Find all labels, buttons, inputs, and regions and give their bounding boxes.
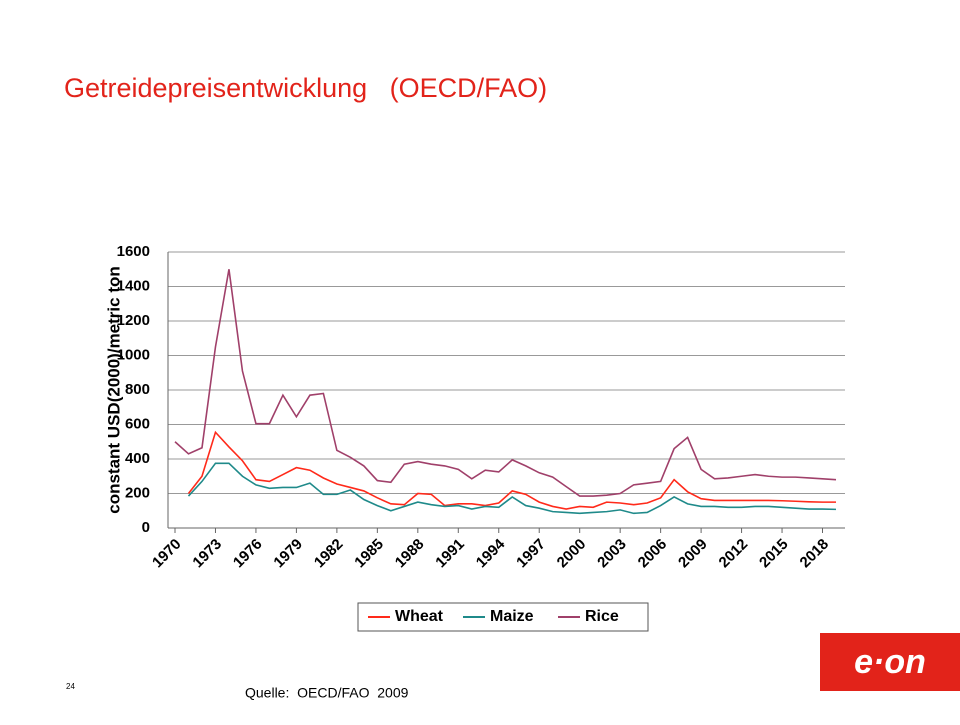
series-line: [187, 430, 836, 510]
x-tick-label: 2000: [554, 536, 590, 572]
x-tick-label: 1979: [270, 536, 306, 572]
source: Quelle: OECD/FAO 2009: [245, 685, 409, 701]
slide-title: Getreidepreisentwicklung (OECD/FAO): [64, 73, 547, 103]
page-number: 24: [66, 682, 75, 691]
y-tick-label: 600: [125, 415, 150, 432]
series-line: [174, 269, 837, 497]
x-tick-label: 1976: [230, 536, 266, 572]
y-tick-label: 1000: [117, 346, 150, 363]
x-tick-label: 1970: [149, 536, 185, 572]
x-tick-label: 2006: [635, 536, 671, 572]
logo-box: [820, 633, 960, 691]
x-tick-label: 1997: [513, 536, 549, 572]
y-tick-label: 1400: [117, 277, 150, 294]
x-tick-label: 1982: [311, 536, 347, 572]
legend-label: Wheat: [395, 608, 444, 625]
x-tick-label: 1973: [189, 536, 225, 572]
series-line: [187, 462, 837, 515]
x-tick-label: 1988: [392, 536, 428, 572]
y-tick-label: 0: [142, 519, 150, 536]
logo: e·on: [854, 643, 926, 681]
y-axis-label: constant USD(2000)/metric ton: [104, 266, 123, 514]
x-tick-label: 1985: [351, 536, 387, 572]
x-tick-label: 2009: [675, 536, 711, 572]
legend-box: [357, 602, 649, 632]
y-tick-label: 1600: [117, 243, 150, 260]
x-tick-label: 1994: [473, 535, 509, 571]
x-tick-label: 2015: [756, 536, 792, 572]
x-tick-label: 2003: [594, 536, 630, 572]
y-tick-label: 400: [125, 450, 150, 467]
y-tick-label: 800: [125, 381, 150, 398]
x-tick-label: 2018: [797, 536, 833, 572]
y-tick-label: 1200: [117, 312, 150, 329]
x-tick-label: 2012: [716, 536, 752, 572]
y-tick-label: 200: [125, 484, 150, 501]
legend-label: Maize: [490, 608, 534, 625]
legend-label: Rice: [585, 608, 619, 625]
x-tick-label: 1991: [432, 536, 468, 572]
